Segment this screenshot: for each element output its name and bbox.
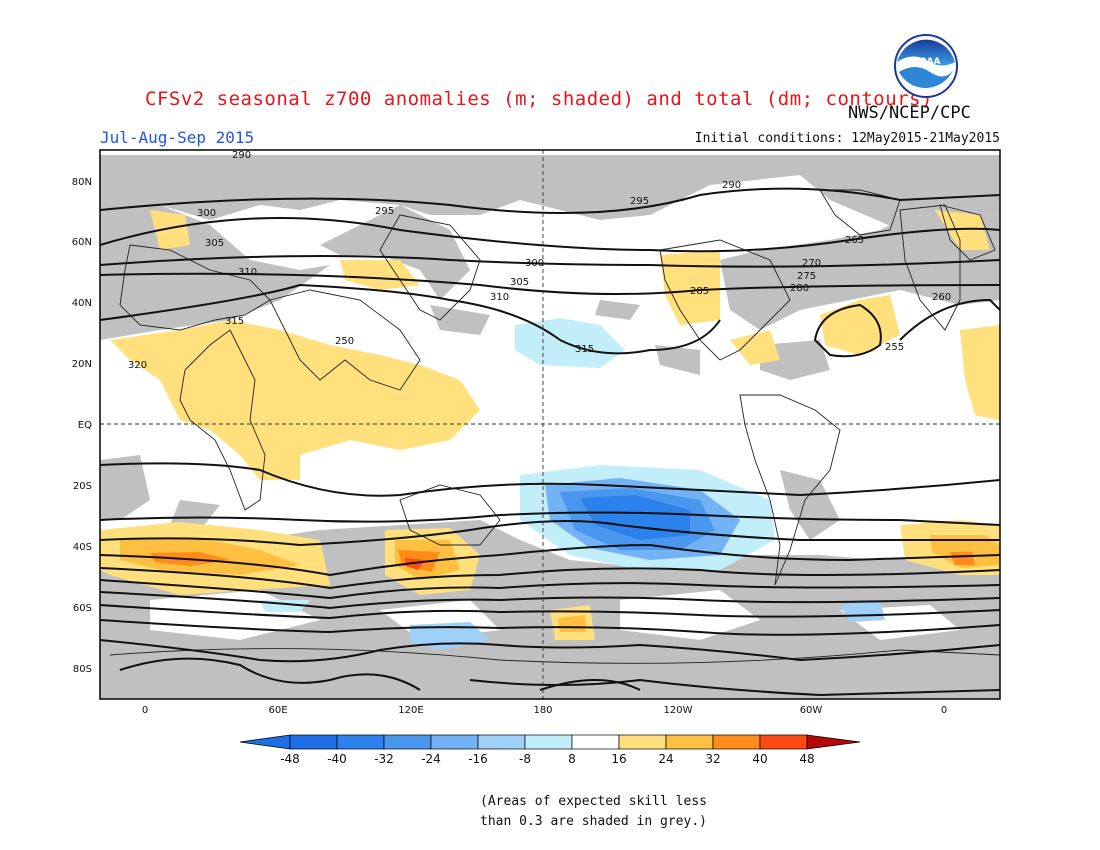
- agency-label: NWS/NCEP/CPC: [848, 103, 971, 123]
- colorbar-tick-label: 8: [568, 752, 576, 766]
- contour-label: 285: [690, 286, 709, 297]
- contour-label: 270: [802, 258, 821, 269]
- colorbar-swatch: [383, 734, 432, 750]
- colorbar-swatch: [430, 734, 479, 750]
- colorbar-tick-label: 40: [752, 752, 767, 766]
- noaa-logo-text: NOAA: [912, 57, 941, 67]
- contour-label: 300: [197, 208, 216, 219]
- contour-label: 295: [375, 206, 394, 217]
- contour-label: 265: [845, 235, 864, 246]
- colorbar-swatch: [477, 734, 526, 750]
- lon-tick-label: 120W: [664, 705, 693, 716]
- lat-tick-label: EQ: [78, 420, 92, 431]
- colorbar-arrow-low: [239, 734, 291, 750]
- colorbar-tick-label: -16: [468, 752, 488, 766]
- colorbar-swatch: [665, 734, 714, 750]
- lat-tick-label: 40S: [73, 542, 92, 553]
- colorbar-tick-label: 16: [611, 752, 626, 766]
- latitude-axis: 80N 60N 40N 20N EQ 20S 40S 60S 80S: [72, 177, 92, 675]
- contour-label: 295: [630, 196, 649, 207]
- contour-label: 315: [225, 316, 244, 327]
- contour-label: 290: [722, 180, 741, 191]
- contour-label: 255: [885, 342, 904, 353]
- contour-label: 260: [932, 292, 951, 303]
- colorbar-swatch: [289, 734, 338, 750]
- colorbar-tick-label: -48: [280, 752, 300, 766]
- contour-label: 250: [335, 336, 354, 347]
- contour-label: 310: [238, 267, 257, 278]
- skill-footnote: (Areas of expected skill less than 0.3 a…: [480, 792, 707, 832]
- colorbar-tick-label: 24: [658, 752, 673, 766]
- contour-label: 315: [575, 344, 594, 355]
- skill-footnote-line: (Areas of expected skill less: [480, 794, 707, 809]
- lon-tick-label: 0: [941, 705, 947, 716]
- initial-conditions-label: Initial conditions: 12May2015-21May2015: [694, 131, 1000, 146]
- lat-tick-label: 60N: [72, 237, 92, 248]
- skill-footnote-line: than 0.3 are shaded in grey.): [480, 814, 707, 829]
- colorbar-swatch: [571, 734, 620, 750]
- season-label: Jul-Aug-Sep 2015: [100, 128, 255, 147]
- map-frame: [99, 149, 1001, 700]
- low-skill-grey-areas: [100, 155, 1000, 699]
- contour-label: 305: [510, 277, 529, 288]
- lat-tick-label: 20S: [73, 481, 92, 492]
- lat-tick-label: 40N: [72, 298, 92, 309]
- height-contours: [100, 187, 1000, 697]
- colorbar-swatch: [336, 734, 385, 750]
- lon-tick-label: 60W: [800, 705, 823, 716]
- colorbar-swatch: [759, 734, 808, 750]
- lon-tick-label: 120E: [398, 705, 423, 716]
- lat-tick-label: 80N: [72, 177, 92, 188]
- colorbar-tick-label: 48: [799, 752, 814, 766]
- colorbar-tick-label: 32: [705, 752, 720, 766]
- contour-label: 290: [232, 150, 251, 161]
- lon-tick-label: 180: [533, 705, 552, 716]
- colorbar-tick-label: -8: [519, 752, 531, 766]
- contour-label: 320: [128, 360, 147, 371]
- contour-label: 310: [490, 292, 509, 303]
- contour-label: 305: [205, 238, 224, 249]
- longitude-axis: 0 60E 120E 180 120W 60W 0: [142, 705, 947, 716]
- colorbar-swatch: [524, 734, 573, 750]
- colorbar-tick-label: -40: [327, 752, 347, 766]
- colorbar-swatch: [712, 734, 761, 750]
- noaa-logo: NOAA: [894, 34, 958, 98]
- lat-tick-label: 20N: [72, 359, 92, 370]
- graticule: [100, 150, 1000, 699]
- contour-label: 280: [790, 283, 809, 294]
- lat-tick-label: 80S: [73, 664, 92, 675]
- lat-tick-label: 60S: [73, 603, 92, 614]
- colorbar: -48 -40 -32 -24 -16 -8 8 16 24 32 40 48: [239, 734, 861, 766]
- lon-tick-label: 0: [142, 705, 148, 716]
- colorbar-tick-label: -24: [421, 752, 441, 766]
- contour-labels: 290 295 300 305 310 315 320 315 310 305 …: [128, 150, 951, 371]
- colorbar-tick-label: -32: [374, 752, 394, 766]
- chart-title: CFSv2 seasonal z700 anomalies (m; shaded…: [145, 88, 933, 110]
- lon-tick-label: 60E: [268, 705, 287, 716]
- colorbar-swatch: [618, 734, 667, 750]
- contour-label: 300: [525, 258, 544, 269]
- contour-label: 275: [797, 271, 816, 282]
- colorbar-arrow-high: [806, 734, 861, 750]
